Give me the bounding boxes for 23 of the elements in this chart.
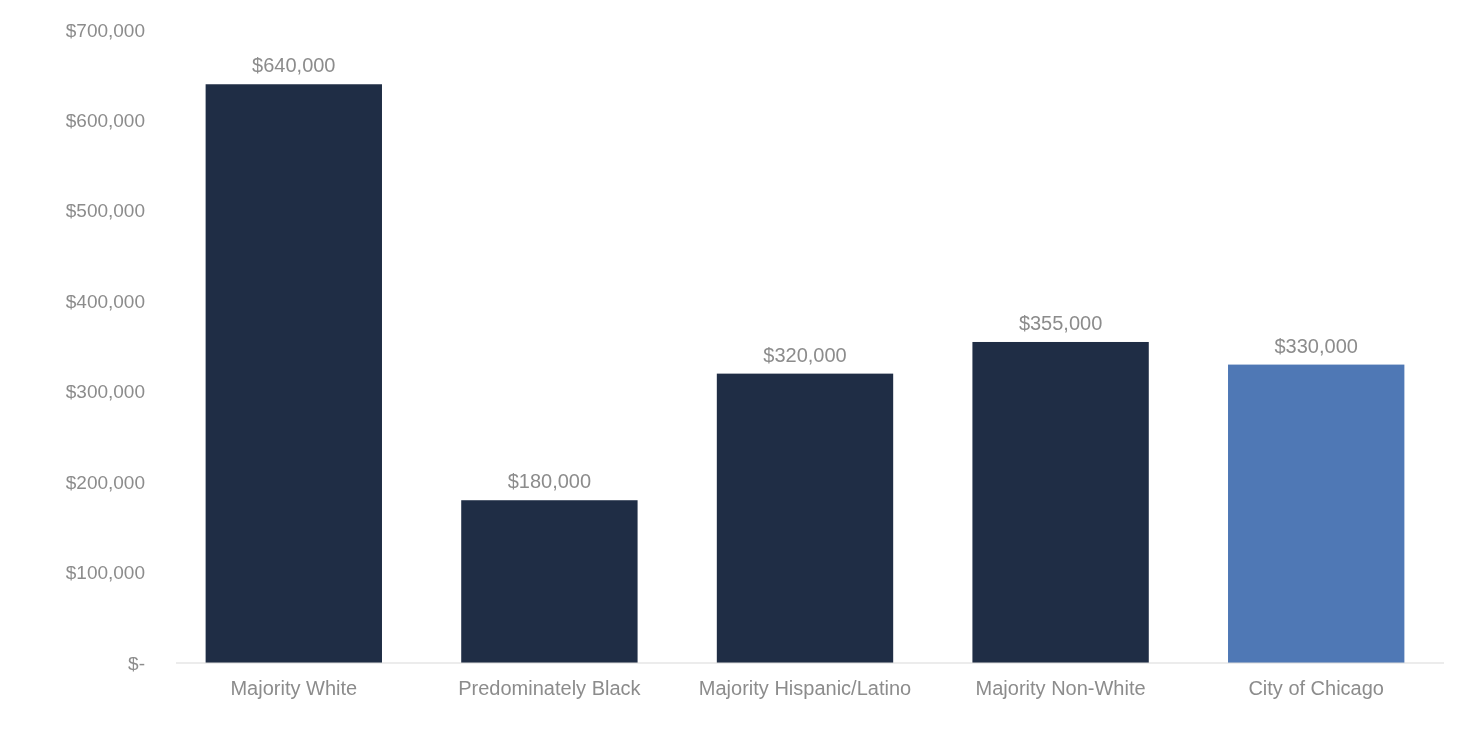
- y-tick-label: $-: [128, 652, 145, 674]
- x-tick-label: Majority White: [230, 677, 358, 699]
- y-tick-label: $300,000: [65, 381, 145, 403]
- data-label: $320,000: [763, 343, 847, 366]
- y-tick-label: $100,000: [65, 562, 145, 584]
- x-tick-label: Predominately Black: [458, 677, 642, 699]
- y-tick-label: $200,000: [65, 471, 145, 493]
- x-tick-label: Majority Non-White: [975, 677, 1146, 699]
- bar: [972, 341, 1149, 663]
- bar: [205, 84, 382, 663]
- x-tick-label: City of Chicago: [1248, 677, 1385, 699]
- x-tick-label: Majority Hispanic/Latino: [698, 677, 912, 699]
- y-tick-label: $500,000: [65, 200, 145, 222]
- y-tick-label: $400,000: [65, 290, 145, 312]
- data-label: $330,000: [1274, 334, 1358, 357]
- bar: [461, 500, 638, 663]
- y-tick-label: $600,000: [65, 110, 145, 132]
- y-tick-label: $700,000: [65, 19, 145, 41]
- data-label: $640,000: [252, 54, 336, 77]
- bar: [716, 373, 894, 663]
- bar: [1228, 364, 1405, 663]
- data-label: $180,000: [507, 470, 592, 493]
- data-label: $355,000: [1018, 311, 1103, 334]
